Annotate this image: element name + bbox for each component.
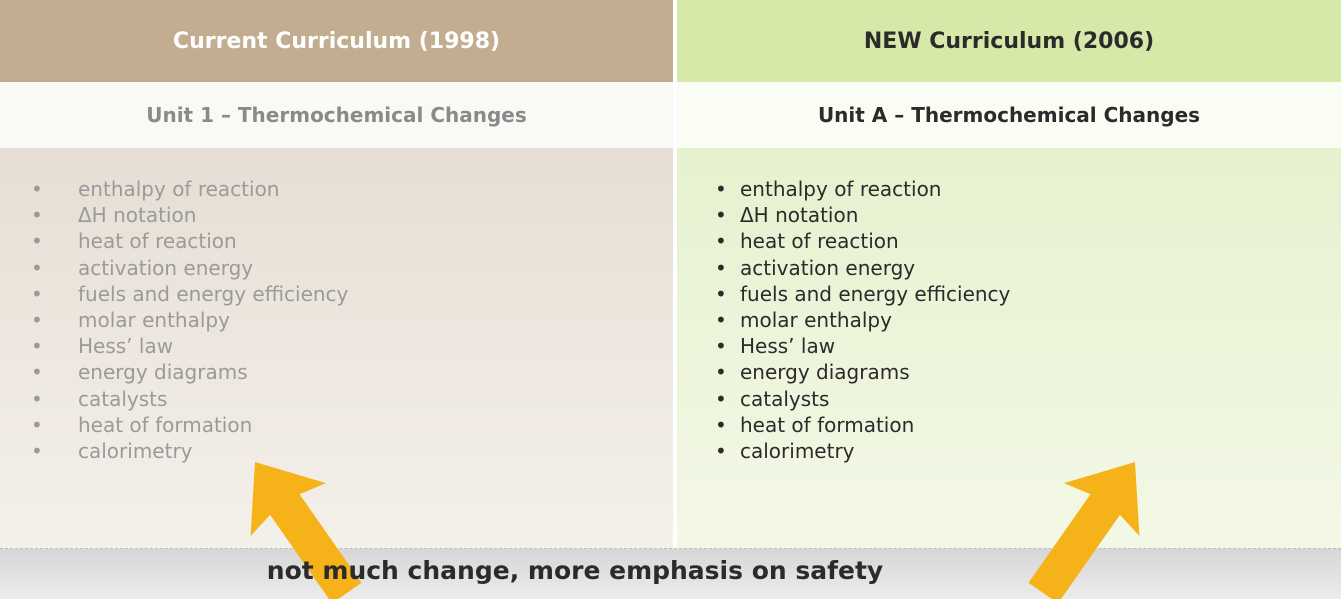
footer-bar	[0, 548, 1341, 599]
topic: ΔH notation	[677, 202, 1341, 228]
topic: catalysts	[0, 386, 673, 412]
topic: energy diagrams	[677, 359, 1341, 385]
topic: heat of formation	[677, 412, 1341, 438]
topic: heat of formation	[0, 412, 673, 438]
topic-list: enthalpy of reactionΔH notationheat of r…	[677, 148, 1341, 548]
topic: catalysts	[677, 386, 1341, 412]
footer-text: not much change, more emphasis on safety	[266, 556, 884, 585]
column: NEW Curriculum (2006) Unit A – Thermoche…	[677, 0, 1341, 548]
topic: fuels and energy efficiency	[677, 281, 1341, 307]
topic: ΔH notation	[0, 202, 673, 228]
topic: Hess’ law	[677, 333, 1341, 359]
topic: calorimetry	[0, 438, 673, 464]
topic: Hess’ law	[0, 333, 673, 359]
topic: fuels and energy efficiency	[0, 281, 673, 307]
topic: molar enthalpy	[0, 307, 673, 333]
topic: energy diagrams	[0, 359, 673, 385]
topic: enthalpy of reaction	[677, 176, 1341, 202]
topic: enthalpy of reaction	[0, 176, 673, 202]
column-header: NEW Curriculum (2006)	[677, 0, 1341, 82]
topic-list: enthalpy of reactionΔH notationheat of r…	[0, 148, 673, 548]
topic: heat of reaction	[0, 228, 673, 254]
column-header: Current Curriculum (1998)	[0, 0, 673, 82]
arrow	[1028, 462, 1140, 599]
topic: activation energy	[0, 255, 673, 281]
topic: calorimetry	[677, 438, 1341, 464]
unit-title: Unit A – Thermochemical Changes	[677, 82, 1341, 148]
arrow	[250, 462, 362, 599]
topic: heat of reaction	[677, 228, 1341, 254]
topic: molar enthalpy	[677, 307, 1341, 333]
unit-title: Unit 1 – Thermochemical Changes	[0, 82, 673, 148]
topic: activation energy	[677, 255, 1341, 281]
column: Current Curriculum (1998) Unit 1 – Therm…	[0, 0, 673, 548]
